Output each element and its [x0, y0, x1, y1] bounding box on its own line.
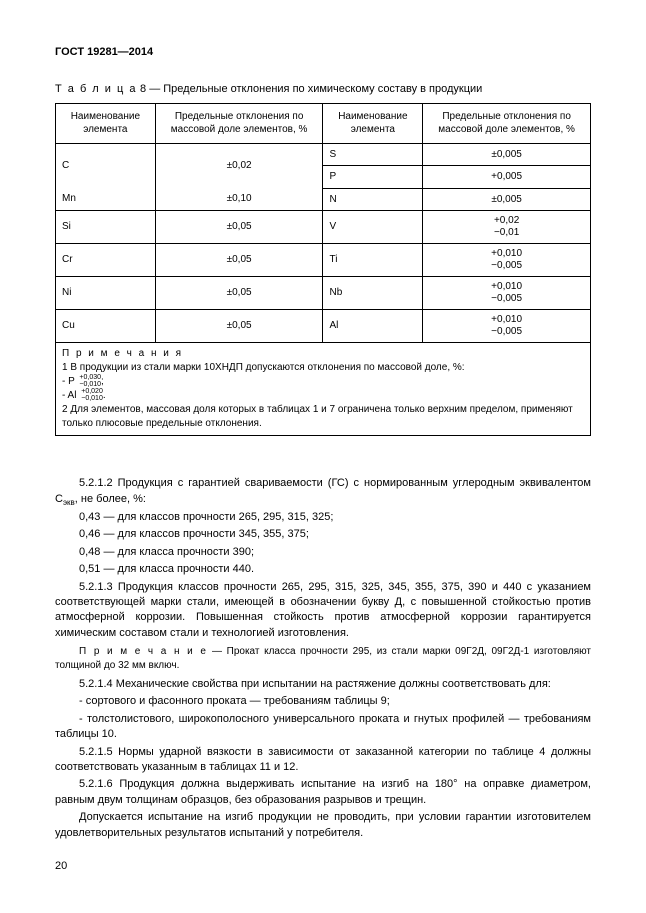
cell-n-dev: ±0,005 — [423, 188, 591, 211]
notes-al-sub: −0,010 — [81, 396, 103, 402]
cell-v-dev-l: −0,01 — [494, 227, 519, 238]
cell-nb-dev: +0,010 −0,005 — [423, 277, 591, 310]
cell-cu-dev: ±0,05 — [155, 310, 323, 343]
cell-cu-name: Cu — [56, 310, 156, 343]
cell-p-dev: +0,005 — [423, 166, 591, 189]
doc-header: ГОСТ 19281—2014 — [55, 45, 591, 60]
cell-al-dev: +0,010 −0,005 — [423, 310, 591, 343]
p3: 0,46 — для классов прочности 345, 355, 3… — [55, 527, 591, 542]
notes-p-tail: ; — [101, 376, 104, 387]
cell-ni-dev: ±0,05 — [155, 277, 323, 310]
cell-c-dev: ±0,02 — [155, 143, 323, 188]
p-5212: 5.2.1.2 Продукция с гарантией свариваемо… — [55, 476, 591, 508]
p1b: , не более, %: — [75, 493, 146, 505]
deviation-table: Наименование элемента Предельные отклоне… — [55, 103, 591, 437]
th-name-1: Наименование элемента — [56, 103, 156, 143]
p11: 5.2.1.5 Нормы ударной вязкости в зависим… — [55, 745, 591, 776]
cell-v-name: V — [323, 211, 423, 244]
notes-p-sub: −0,010 — [79, 382, 101, 388]
p10: - толстолистового, широкополосного униве… — [55, 712, 591, 743]
cell-ti-dev-l: −0,005 — [491, 260, 522, 271]
p8: 5.2.1.4 Механические свойства при испыта… — [55, 677, 591, 692]
notes-al-label: - Al — [62, 390, 76, 401]
th-dev-1: Предельные отклонения по массовой доле э… — [155, 103, 323, 143]
cell-cr-name: Cr — [56, 244, 156, 277]
cell-v-dev: +0,02 −0,01 — [423, 211, 591, 244]
p12: 5.2.1.6 Продукция должна выдерживать исп… — [55, 777, 591, 808]
caption-rest: 8 — Предельные отклонения по химическому… — [137, 83, 482, 95]
cell-ti-dev-u: +0,010 — [491, 248, 522, 259]
table-caption: Т а б л и ц а 8 — Предельные отклонения … — [55, 82, 591, 97]
p5: 0,51 — для класса прочности 440. — [55, 562, 591, 577]
th-name-2: Наименование элемента — [323, 103, 423, 143]
cell-ti-dev: +0,010 −0,005 — [423, 244, 591, 277]
cell-al-dev-l: −0,005 — [491, 326, 522, 337]
table-notes: П р и м е ч а н и я 1 В продукции из ста… — [56, 343, 591, 436]
p7: П р и м е ч а н и е — Прокат класса проч… — [55, 645, 591, 673]
cell-c-name: C — [56, 143, 156, 188]
notes-n2: 2 Для элементов, массовая доля которых в… — [62, 404, 573, 429]
cell-al-dev-u: +0,010 — [491, 314, 522, 325]
cell-ni-name: Ni — [56, 277, 156, 310]
caption-spaced: Т а б л и ц а — [55, 83, 137, 95]
p6: 5.2.1.3 Продукция классов прочности 265,… — [55, 580, 591, 642]
cell-p-name: P — [323, 166, 423, 189]
cell-nb-dev-l: −0,005 — [491, 293, 522, 304]
cell-si-dev: ±0,05 — [155, 211, 323, 244]
p4: 0,48 — для класса прочности 390; — [55, 545, 591, 560]
cell-cr-dev: ±0,05 — [155, 244, 323, 277]
cell-si-name: Si — [56, 211, 156, 244]
th-dev-2: Предельные отклонения по массовой доле э… — [423, 103, 591, 143]
p2: 0,43 — для классов прочности 265, 295, 3… — [55, 510, 591, 525]
p13: Допускается испытание на изгиб продукции… — [55, 810, 591, 841]
notes-al-tail: . — [103, 390, 106, 401]
cell-s-name: S — [323, 143, 423, 166]
cell-v-dev-u: +0,02 — [494, 215, 519, 226]
cell-mn-name: Mn — [56, 188, 156, 211]
body-text: 5.2.1.2 Продукция с гарантией свариваемо… — [55, 476, 591, 841]
cell-al-name: Al — [323, 310, 423, 343]
p1sub: экв — [63, 498, 75, 507]
cell-s-dev: ±0,005 — [423, 143, 591, 166]
notes-al-supsub: +0,020 −0,010 — [81, 389, 103, 402]
cell-ti-name: Ti — [323, 244, 423, 277]
p9: - сортового и фасонного проката — требов… — [55, 694, 591, 709]
cell-nb-dev-u: +0,010 — [491, 281, 522, 292]
cell-mn-dev: ±0,10 — [155, 188, 323, 211]
page-number: 20 — [55, 859, 591, 874]
cell-nb-name: Nb — [323, 277, 423, 310]
notes-title: П р и м е ч а н и я — [62, 348, 183, 359]
cell-n-name: N — [323, 188, 423, 211]
notes-n1: 1 В продукции из стали марки 10ХНДП допу… — [62, 362, 465, 373]
notes-p-supsub: +0,030 −0,010 — [79, 375, 101, 388]
p7a: П р и м е ч а н и е — [79, 646, 207, 657]
notes-p-label: - P — [62, 376, 75, 387]
